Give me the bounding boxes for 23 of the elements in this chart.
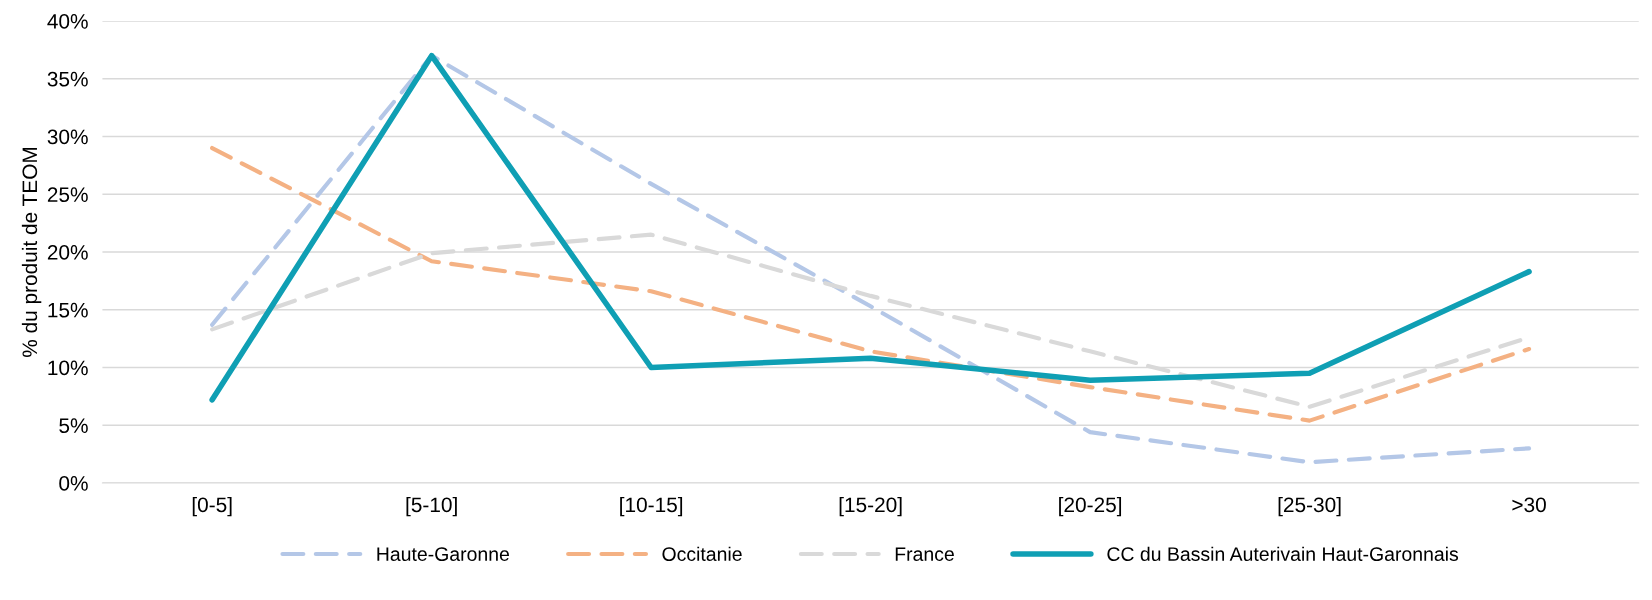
x-tick-label: [20-25] [1059, 496, 1122, 517]
legend-label: Occitanie [662, 546, 742, 561]
legend-label: CC du Bassin Auterivain Haut-Garonnais [1107, 546, 1459, 561]
line-series [210, 53, 1532, 465]
y-tick-label: 40% [47, 14, 88, 29]
x-tick-label: [10-15] [620, 496, 683, 517]
y-tick-label: 30% [47, 129, 88, 145]
y-tick-label: 20% [47, 245, 88, 260]
y-tick-label: 10% [48, 360, 88, 376]
y-axis-title: % du produit de TEOM [21, 147, 42, 358]
y-tick-label: 25% [47, 187, 88, 202]
y-tick-label: 0% [59, 476, 88, 491]
x-tick-label: [0-5] [192, 496, 232, 517]
line-series [210, 145, 1532, 423]
legend-label: Haute-Garonne [377, 547, 509, 561]
y-tick-label: 15% [48, 302, 88, 318]
x-tick-label: [25-30] [1278, 496, 1341, 517]
x-tick-label: [5-10] [406, 496, 457, 517]
legend-label: France [895, 547, 954, 561]
y-tick-label: 35% [47, 71, 88, 87]
x-tick-label: >30 [1512, 497, 1546, 513]
x-tick-label: [15-20] [839, 496, 902, 517]
y-tick-label: 5% [59, 418, 88, 433]
